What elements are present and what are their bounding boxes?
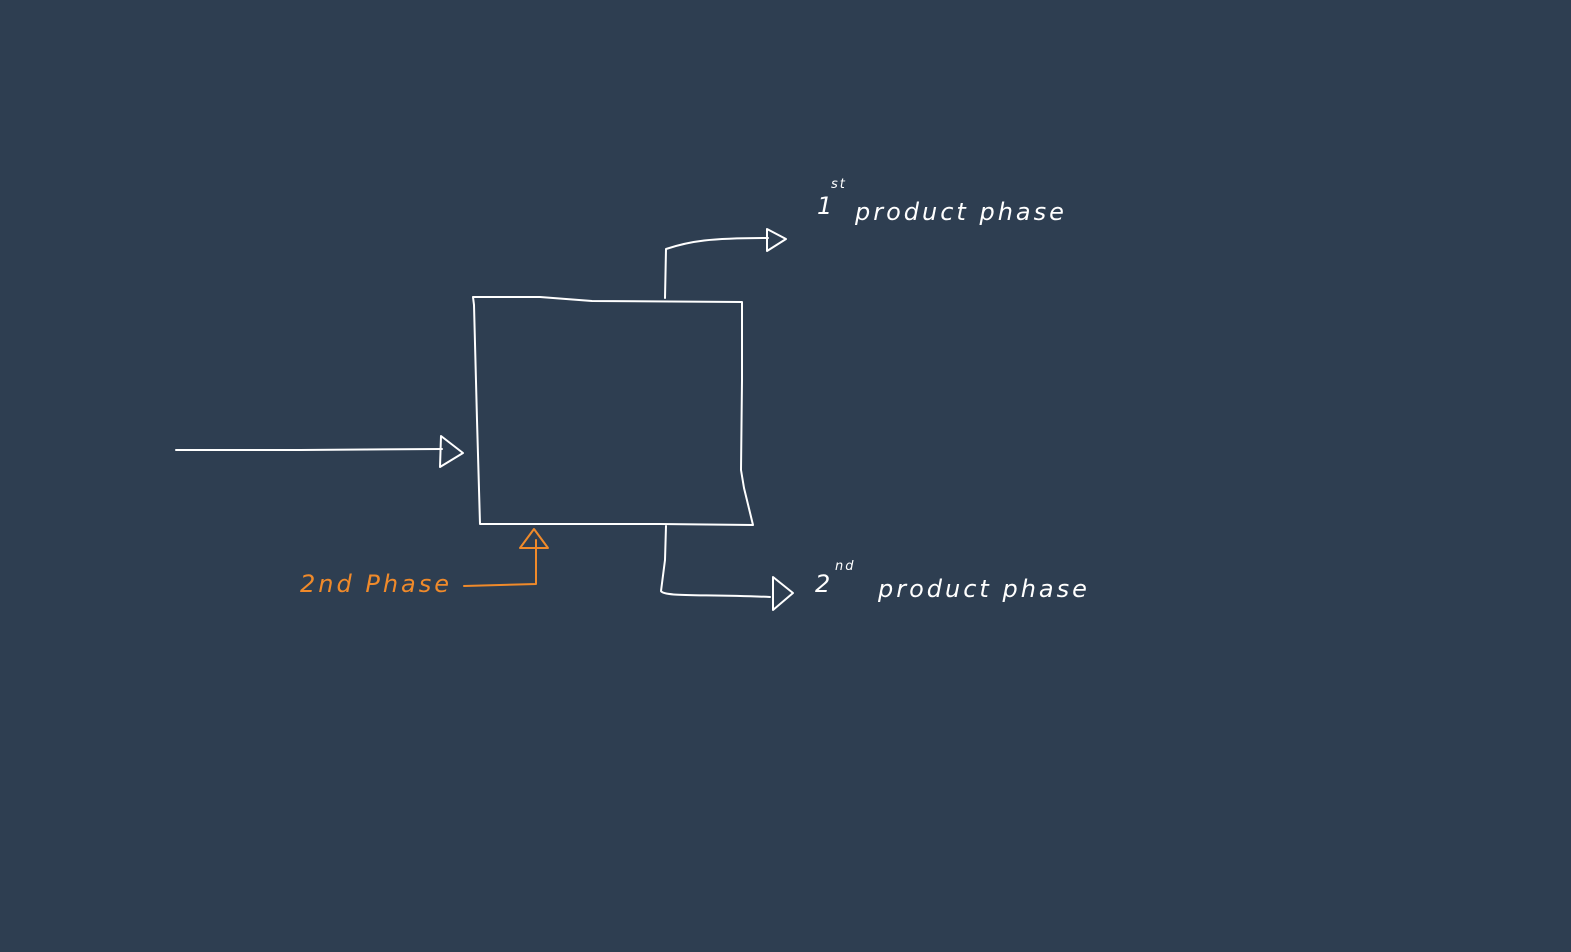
second-phase-inlet-line: [463, 539, 537, 587]
bottom-output-superscript: nd: [835, 559, 856, 574]
bottom-outlet-line: [660, 525, 771, 598]
top-outlet-arrowhead: [766, 228, 787, 252]
feed-inlet-line: [175, 448, 443, 451]
feed-inlet-arrowhead: [439, 435, 464, 468]
top-outlet-line: [664, 237, 769, 299]
second-phase-inlet-arrowhead: [519, 528, 549, 549]
top-output-number: 1: [817, 192, 835, 220]
process-unit-box: [472, 296, 754, 526]
top-output-superscript: st: [831, 177, 847, 192]
bottom-output-label: product phase: [877, 575, 1090, 603]
second-phase-label: 2nd Phase: [300, 570, 452, 598]
bottom-output-number: 2: [815, 570, 833, 598]
bottom-outlet-arrowhead: [772, 576, 794, 611]
top-output-label: product phase: [854, 198, 1067, 226]
